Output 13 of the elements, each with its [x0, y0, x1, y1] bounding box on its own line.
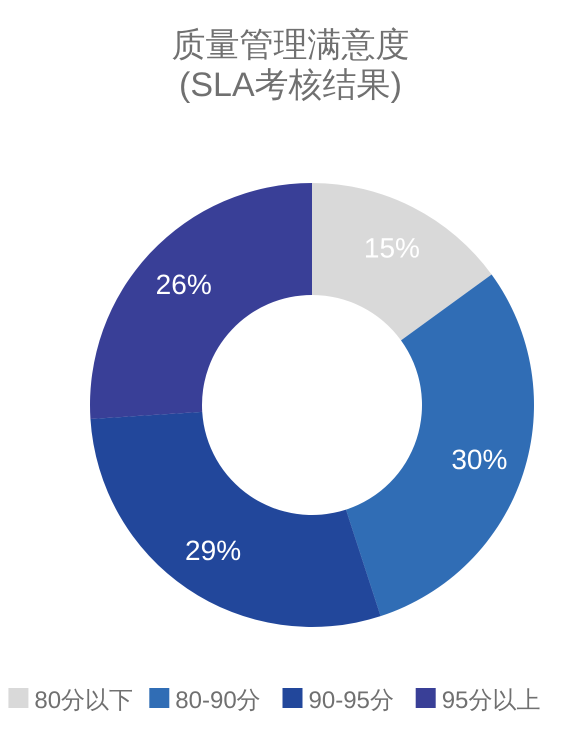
legend-label: 95分以上	[442, 687, 540, 714]
donut-slice	[346, 274, 534, 616]
legend-label: 80分以下	[34, 687, 134, 714]
donut-slice	[312, 183, 492, 340]
data-label: 29%	[185, 535, 242, 566]
legend-label: 90-95分	[308, 687, 394, 714]
chart-title: 质量管理满意度	[172, 26, 410, 64]
legend-label: 80-90分	[175, 687, 261, 714]
donut-slice	[90, 412, 381, 627]
donut-slice	[90, 183, 312, 419]
chart-subtitle: (SLA考核结果)	[179, 66, 402, 104]
data-label: 30%	[451, 444, 508, 475]
data-label: 26%	[156, 269, 212, 300]
